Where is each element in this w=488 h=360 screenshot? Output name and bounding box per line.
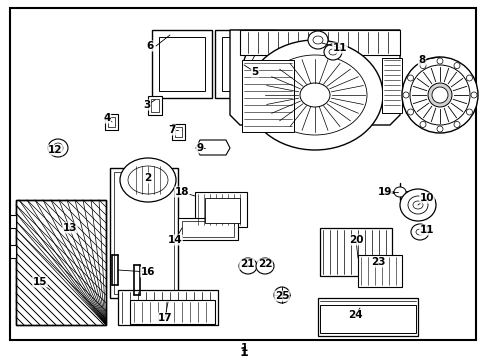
Ellipse shape — [246, 40, 382, 150]
Ellipse shape — [307, 31, 327, 49]
Ellipse shape — [412, 201, 422, 209]
Bar — [319, 228, 391, 276]
Text: 4: 4 — [103, 113, 110, 123]
Ellipse shape — [466, 75, 471, 81]
Bar — [204, 198, 240, 223]
Text: 11: 11 — [419, 225, 433, 235]
Text: 7: 7 — [168, 125, 175, 135]
Ellipse shape — [436, 58, 442, 64]
Polygon shape — [148, 96, 162, 115]
Polygon shape — [229, 30, 399, 125]
Ellipse shape — [263, 55, 366, 135]
Ellipse shape — [128, 166, 168, 194]
Ellipse shape — [273, 287, 289, 303]
Polygon shape — [151, 99, 159, 112]
Text: 14: 14 — [167, 235, 182, 245]
Text: 11: 11 — [332, 43, 346, 53]
Text: 23: 23 — [370, 257, 385, 267]
Ellipse shape — [256, 258, 273, 274]
Text: 12: 12 — [48, 145, 62, 155]
Polygon shape — [10, 215, 16, 228]
Text: 2: 2 — [144, 173, 151, 183]
Text: 25: 25 — [274, 291, 289, 301]
Bar — [178, 218, 238, 240]
Ellipse shape — [407, 75, 413, 81]
Text: 5: 5 — [251, 67, 258, 77]
Bar — [118, 290, 218, 325]
Ellipse shape — [401, 57, 477, 133]
Bar — [130, 300, 215, 324]
Ellipse shape — [393, 187, 405, 197]
Text: 19: 19 — [377, 187, 391, 197]
Ellipse shape — [407, 196, 427, 214]
Ellipse shape — [399, 189, 435, 221]
Ellipse shape — [120, 158, 176, 202]
Bar — [195, 192, 246, 227]
Bar — [317, 298, 417, 336]
Polygon shape — [172, 124, 184, 140]
Text: 17: 17 — [157, 313, 172, 323]
Ellipse shape — [324, 44, 341, 60]
Text: 8: 8 — [418, 55, 425, 65]
Bar — [222, 37, 267, 91]
Ellipse shape — [436, 126, 442, 132]
Text: 3: 3 — [143, 100, 150, 110]
Bar — [110, 168, 178, 298]
Ellipse shape — [415, 229, 423, 235]
Ellipse shape — [243, 42, 286, 94]
Ellipse shape — [409, 65, 469, 125]
Bar — [114, 172, 174, 294]
Ellipse shape — [419, 121, 425, 127]
Ellipse shape — [53, 143, 63, 153]
Bar — [240, 30, 399, 55]
Text: 9: 9 — [196, 143, 203, 153]
Ellipse shape — [453, 121, 459, 127]
Bar — [357, 255, 401, 287]
Text: 1: 1 — [240, 343, 247, 353]
Polygon shape — [10, 245, 16, 258]
Polygon shape — [105, 114, 118, 130]
Polygon shape — [175, 127, 182, 137]
Ellipse shape — [239, 258, 257, 274]
Bar — [215, 30, 274, 98]
Text: 20: 20 — [348, 235, 363, 245]
Text: 16: 16 — [141, 267, 155, 277]
Bar — [159, 37, 204, 91]
Ellipse shape — [466, 109, 471, 115]
Ellipse shape — [250, 50, 279, 86]
Text: 13: 13 — [62, 223, 77, 233]
Ellipse shape — [470, 92, 476, 98]
Ellipse shape — [427, 83, 451, 107]
Text: 21: 21 — [239, 259, 254, 269]
Ellipse shape — [402, 92, 408, 98]
Text: 22: 22 — [257, 259, 272, 269]
Ellipse shape — [419, 63, 425, 68]
Bar — [381, 58, 401, 113]
Text: 15: 15 — [33, 277, 47, 287]
Ellipse shape — [453, 63, 459, 68]
Text: 18: 18 — [174, 187, 189, 197]
Ellipse shape — [410, 224, 428, 240]
Bar — [152, 30, 212, 98]
Bar — [16, 200, 106, 325]
Text: 10: 10 — [419, 193, 433, 203]
Text: 6: 6 — [146, 41, 153, 51]
Text: 24: 24 — [347, 310, 362, 320]
Text: 1: 1 — [239, 346, 248, 359]
Ellipse shape — [431, 87, 447, 103]
Polygon shape — [196, 140, 229, 155]
Ellipse shape — [312, 36, 323, 44]
Bar — [319, 305, 415, 333]
Bar — [16, 200, 106, 325]
Ellipse shape — [48, 139, 68, 157]
Ellipse shape — [299, 83, 329, 107]
Ellipse shape — [328, 49, 336, 55]
Bar — [182, 221, 234, 237]
Ellipse shape — [407, 109, 413, 115]
Polygon shape — [108, 117, 115, 127]
Bar — [242, 60, 293, 132]
